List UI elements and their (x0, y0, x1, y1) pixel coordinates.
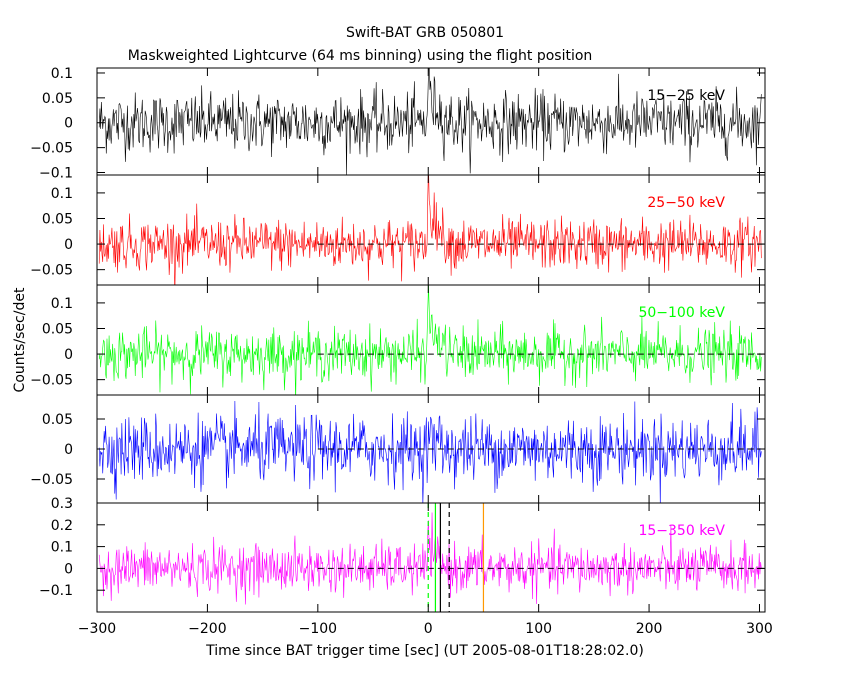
chart-title: Swift-BAT GRB 050801 (346, 25, 504, 41)
x-tick-label: 300 (746, 621, 773, 637)
x-axis-label: Time since BAT trigger time [sec] (UT 20… (205, 643, 644, 659)
panel-3: −0.05 0 0.05 0.1 50−100 keV (30, 284, 766, 396)
lightcurve-series-2 (98, 175, 762, 285)
lightcurve-series-4 (98, 400, 762, 503)
y-tick-label: −0.05 (30, 263, 73, 279)
panels-group: −0.1 −0.05 0 0.05 0.1 15−25 keV −0.05 0 0.05 0.1 2… (30, 66, 773, 637)
y-tick-label: 0.2 (51, 518, 73, 534)
panel-2: −0.05 0 0.05 0.1 25−50 keV (30, 174, 766, 286)
y-tick-label: 0.1 (51, 296, 73, 312)
y-tick-label: 0 (64, 116, 73, 132)
y-tick-label: −0.1 (39, 583, 73, 599)
y-tick-label: 0.05 (42, 211, 73, 227)
y-tick-label: −0.05 (30, 472, 73, 488)
x-tick-label: 200 (636, 621, 663, 637)
panel-label-5: 15−350 keV (638, 523, 725, 539)
panel-label-1: 15−25 keV (647, 88, 725, 104)
y-tick-label: 0.05 (42, 412, 73, 428)
y-tick-label: 0 (64, 237, 73, 253)
x-tick-label: 100 (525, 621, 552, 637)
y-tick-label: 0 (64, 561, 73, 577)
panel-label-2: 25−50 keV (647, 195, 725, 211)
y-tick-label: −0.1 (39, 166, 73, 182)
y-tick-label: −0.05 (30, 373, 73, 389)
y-tick-label: 0.05 (42, 321, 73, 337)
panel-1: −0.1 −0.05 0 0.05 0.1 15−25 keV (30, 66, 766, 182)
y-tick-label: 0 (64, 442, 73, 458)
y-tick-label: 0 (64, 347, 73, 363)
x-tick-label: −200 (188, 621, 226, 637)
x-tick-label: −100 (299, 621, 337, 637)
x-tick-label: −300 (78, 621, 116, 637)
y-tick-label: 0.3 (51, 496, 73, 512)
panel-4: −0.05 0 0.05 (30, 394, 766, 504)
y-tick-label: −0.05 (30, 141, 73, 157)
x-tick-label: 0 (424, 621, 433, 637)
lightcurve-series-3 (98, 285, 762, 395)
y-tick-label: 0.1 (51, 186, 73, 202)
panel-5: −0.1 0 0.1 0.2 0.3 15−350 keV (39, 496, 766, 613)
y-tick-label: 0.1 (51, 540, 73, 556)
panel-frame-5 (96, 502, 766, 613)
chart-subtitle: Maskweighted Lightcurve (64 ms binning) … (128, 48, 593, 64)
panel-label-3: 50−100 keV (638, 305, 725, 321)
y-tick-label: 0.05 (42, 91, 73, 107)
y-axis-label: Counts/sec/det (12, 287, 28, 392)
lightcurve-series-1 (98, 68, 762, 175)
y-tick-label: 0.1 (51, 66, 73, 82)
lightcurve-series-5 (98, 512, 762, 605)
